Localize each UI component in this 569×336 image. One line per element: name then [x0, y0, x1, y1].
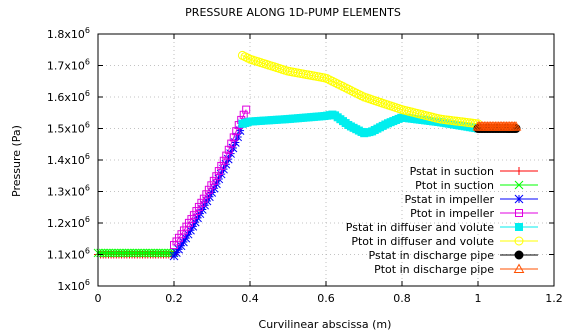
data-point: [468, 118, 478, 128]
data-point: [212, 172, 221, 181]
legend-label: Ptot in discharge pipe: [374, 263, 494, 276]
legend-label: Ptot in diffuser and volute: [351, 235, 494, 248]
data-point: [174, 244, 184, 254]
data-point: [192, 207, 201, 216]
x-tick-label: 0: [95, 292, 102, 305]
y-tick-label: 1.1x106: [47, 247, 90, 262]
y-tick-label: 1.7x106: [47, 58, 90, 73]
legend-item: Pstat in suction: [410, 165, 538, 178]
y-tick-label: 1.2x106: [47, 215, 90, 230]
x-tick-label: 1: [475, 292, 482, 305]
data-point: [224, 145, 233, 154]
legend-item: Ptot in diffuser and volute: [351, 235, 538, 248]
data-point: [194, 202, 203, 211]
data-point: [229, 133, 238, 142]
legend-marker: [515, 223, 523, 231]
data-point: [202, 190, 211, 199]
data-point: [169, 251, 179, 261]
legend-label: Pstat in discharge pipe: [369, 249, 495, 262]
data-point: [209, 176, 218, 185]
legend-marker: [514, 194, 524, 204]
y-tick-label: 1.8x106: [47, 26, 90, 41]
legend-label: Ptot in suction: [415, 179, 494, 192]
series-3: [170, 105, 251, 250]
data-point: [216, 169, 226, 179]
y-tick-label: 1.5x106: [47, 121, 90, 136]
data-point: [242, 105, 251, 114]
legend-label: Pstat in suction: [410, 165, 494, 178]
series-7: [472, 121, 522, 131]
x-tick-label: 0.4: [241, 292, 259, 305]
legend-label: Pstat in impeller: [405, 193, 495, 206]
legend-item: Ptot in impeller: [410, 207, 538, 220]
legend-item: Ptot in discharge pipe: [374, 263, 538, 276]
data-point: [232, 127, 241, 136]
data-point: [228, 143, 238, 153]
data-point: [219, 156, 228, 165]
legend-marker: [513, 263, 525, 273]
legend-marker: [514, 236, 524, 246]
x-tick-label: 0.6: [317, 292, 335, 305]
data-point: [212, 179, 221, 189]
data-point: [199, 194, 208, 203]
data-point: [214, 167, 223, 176]
legend-item: Pstat in discharge pipe: [369, 249, 538, 262]
y-tick-label: 1.4x106: [47, 152, 90, 167]
data-point: [207, 188, 217, 197]
legend-label: Pstat in diffuser and volute: [346, 221, 494, 234]
legend-item: Pstat in diffuser and volute: [346, 221, 538, 234]
series-1: [93, 248, 179, 258]
data-point: [197, 198, 206, 207]
data-point: [217, 161, 226, 170]
ticks: 0 0.2 0.4 0.6 0.8 1 1.2 1x106 1.1x106 1.2x106 1.3x…: [47, 26, 563, 305]
x-tick-label: 1.2: [545, 292, 563, 305]
legend-label: Ptot in impeller: [410, 207, 494, 220]
x-tick-label: 0.2: [165, 292, 183, 305]
legend-marker: [514, 180, 524, 190]
data-point: [227, 139, 236, 148]
data-point: [222, 151, 231, 160]
legend-marker: [514, 250, 524, 260]
legend-item: Pstat in impeller: [405, 193, 538, 206]
data-point: [172, 248, 181, 258]
data-point: [214, 174, 224, 184]
series-5: [237, 50, 483, 129]
y-axis-label: Pressure (Pa): [10, 125, 23, 197]
data-point: [510, 121, 522, 131]
legend-marker: [515, 209, 523, 217]
chart-title: PRESSURE ALONG 1D-PUMP ELEMENTS: [185, 6, 401, 19]
x-axis-label: Curvilinear abscissa (m): [259, 318, 392, 331]
legend-marker: [515, 167, 523, 175]
y-tick-label: 1.3x106: [47, 184, 90, 199]
x-tick-label: 0.8: [393, 292, 411, 305]
data-point: [181, 233, 191, 243]
y-tick-label: 1.6x106: [47, 89, 90, 104]
data-point: [230, 138, 240, 147]
data-point: [207, 181, 216, 190]
data-point: [204, 185, 213, 194]
data-point: [179, 237, 188, 247]
series-4: [238, 110, 482, 138]
data-point: [209, 183, 219, 193]
data-point: [189, 211, 198, 220]
y-tick-label: 1x106: [57, 278, 90, 293]
data-point: [186, 225, 195, 235]
series-layer: [93, 50, 522, 261]
data-point: [183, 229, 193, 239]
data-point: [176, 241, 186, 251]
legend-item: Ptot in suction: [415, 179, 538, 192]
